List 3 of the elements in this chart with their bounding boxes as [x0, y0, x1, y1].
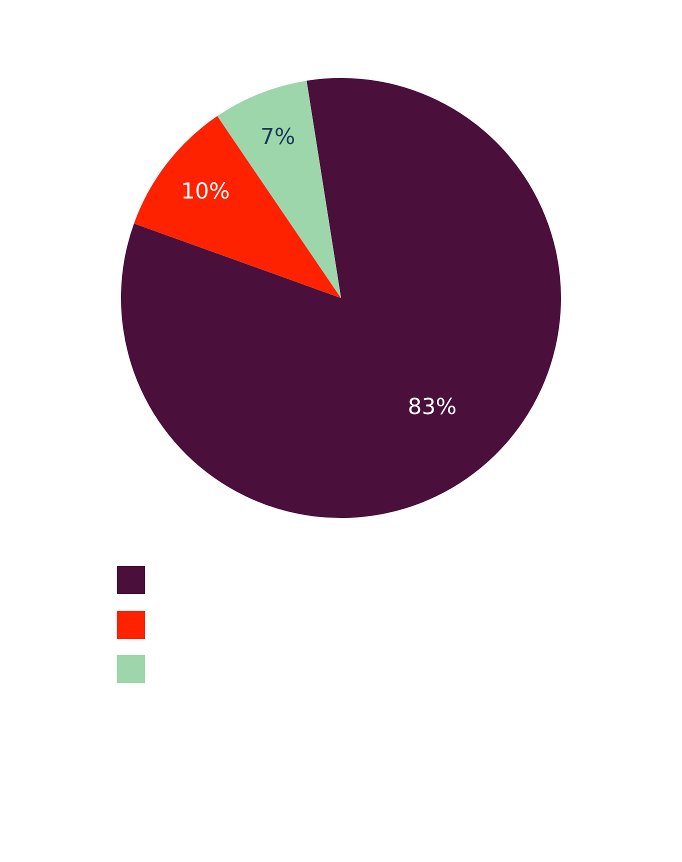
data-label: 10% [180, 180, 230, 205]
data-label: 83% [408, 394, 457, 420]
data-label: 7% [260, 125, 296, 150]
